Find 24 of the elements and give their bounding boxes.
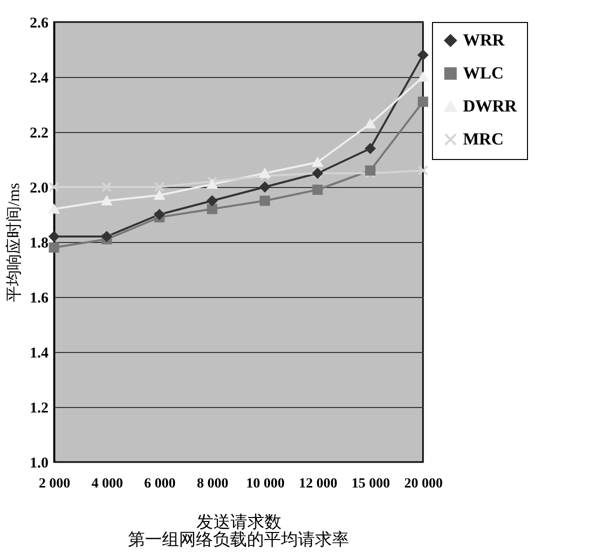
text: 第一组网络负载的平均请求率 (128, 530, 349, 549)
y-tick-label: 2.4 (30, 70, 49, 86)
y-tick-label: 2.2 (30, 126, 48, 142)
legend-label: WLC (463, 64, 504, 82)
y-tick-label: 1.8 (30, 236, 48, 252)
y-tick-label: 1.4 (30, 346, 49, 362)
y-tick-label: 1.0 (30, 456, 48, 472)
legend-label: WRR (463, 30, 506, 50)
y-axis-title: 平均响应时间/ms (4, 182, 23, 302)
x-tick-label: 20 000 (404, 476, 443, 492)
x-tick-label: 2 000 (38, 476, 70, 492)
y-tick-label: 1.2 (30, 400, 48, 416)
y-tick-label: 1.6 (30, 290, 49, 306)
x-tick-label: 8 000 (196, 476, 228, 492)
x-tick-label: 6 000 (144, 476, 176, 492)
x-tick-label: 15 000 (352, 476, 390, 492)
x-axis-title: 发送请求数 (196, 512, 282, 532)
y-tick-label: 2.6 (30, 16, 49, 32)
x-tick-label: 12 000 (298, 476, 338, 492)
y-tick-label: 2.0 (30, 180, 48, 196)
x-tick-label: 4 000 (91, 476, 123, 492)
legend-label: DWRR (463, 96, 518, 116)
x-tick-label: 10 000 (246, 476, 285, 492)
legend-label: MRC (463, 130, 504, 148)
